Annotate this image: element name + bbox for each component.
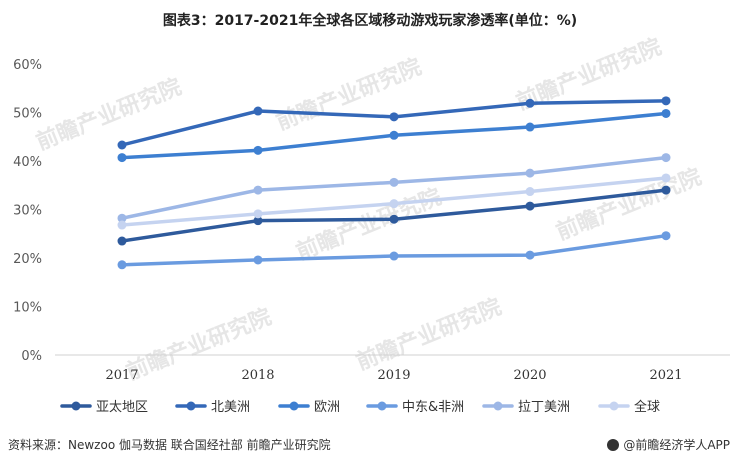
- data-point: [661, 153, 671, 163]
- data-point: [117, 220, 127, 230]
- data-point: [525, 168, 535, 178]
- brand-text: @前瞻经济学人APP: [623, 438, 730, 452]
- y-tick-label: 20%: [13, 252, 42, 267]
- legend-dot-marker: [609, 401, 619, 411]
- brand-logo-icon: [607, 438, 620, 451]
- legend-item: 亚太地区: [60, 400, 148, 415]
- legend-label: 北美洲: [211, 400, 250, 415]
- legend: 亚太地区 北美洲 欧洲 中东&非洲 拉丁美洲 全球: [60, 399, 660, 415]
- watermark-text: 前瞻产业研究院: [553, 164, 706, 246]
- legend-dot-marker: [186, 401, 196, 411]
- data-point: [117, 260, 127, 270]
- data-point: [389, 177, 399, 187]
- data-point: [389, 214, 399, 224]
- series-group: [117, 185, 671, 246]
- data-point: [661, 96, 671, 106]
- legend-dot-marker: [493, 401, 503, 411]
- data-point: [117, 153, 127, 163]
- y-tick-label: 40%: [13, 155, 42, 170]
- data-point: [525, 122, 535, 132]
- data-point: [253, 209, 263, 219]
- legend-label: 全球: [634, 399, 660, 415]
- chart-title: 图表3：2017-2021年全球各区域移动游戏玩家渗透率(单位：%): [162, 13, 578, 29]
- data-point: [661, 231, 671, 241]
- y-tick-label: 30%: [13, 204, 42, 219]
- axes: 0% 10% 20% 30% 40% 50% 60% 2017 2018 2019 2020 2021: [13, 58, 730, 383]
- x-tick-label: 2017: [105, 368, 138, 383]
- legend-item: 全球: [598, 399, 660, 415]
- x-tick-label: 2018: [241, 368, 274, 383]
- legend-label: 拉丁美洲: [518, 400, 570, 415]
- watermark-text: 前瞻产业研究院: [33, 74, 186, 156]
- watermark-text: 前瞻产业研究院: [273, 54, 426, 136]
- footer: 资料来源：Newzoo 伽马数据 联合国经社部 前瞻产业研究院 @前瞻经济学人A…: [0, 436, 740, 464]
- data-point: [253, 106, 263, 116]
- data-point: [253, 255, 263, 265]
- series-group: [117, 231, 671, 270]
- x-tick-label: 2019: [377, 368, 410, 383]
- legend-label: 亚太地区: [96, 400, 148, 415]
- x-tick-label: 2020: [513, 368, 546, 383]
- watermark-text: 前瞻产业研究院: [293, 184, 446, 266]
- series-group: [117, 96, 671, 150]
- data-point: [661, 108, 671, 118]
- data-point: [661, 185, 671, 195]
- data-point: [525, 250, 535, 260]
- data-point: [389, 130, 399, 140]
- data-point: [661, 173, 671, 183]
- legend-item: 拉丁美洲: [482, 400, 570, 415]
- legend-dot-marker: [377, 401, 387, 411]
- series-group: [117, 173, 671, 230]
- brand: @前瞻经济学人APP: [607, 436, 730, 453]
- series-group: [117, 108, 671, 163]
- legend-label: 中东&非洲: [402, 400, 464, 415]
- data-point: [389, 112, 399, 122]
- data-point: [117, 213, 127, 223]
- data-point: [253, 216, 263, 226]
- data-point: [389, 251, 399, 261]
- data-point: [253, 185, 263, 195]
- series-group: [117, 153, 671, 223]
- data-point: [253, 145, 263, 155]
- x-tick-label: 2021: [649, 368, 682, 383]
- data-point: [525, 187, 535, 197]
- y-tick-label: 60%: [13, 58, 42, 73]
- y-tick-label: 10%: [13, 301, 42, 316]
- source-text: 资料来源：Newzoo 伽马数据 联合国经社部 前瞻产业研究院: [8, 438, 331, 452]
- legend-dot-marker: [71, 401, 81, 411]
- data-point: [389, 199, 399, 209]
- y-tick-label: 50%: [13, 107, 42, 122]
- legend-item: 北美洲: [175, 400, 250, 415]
- data-point: [525, 201, 535, 211]
- data-point: [117, 140, 127, 150]
- y-tick-label: 0%: [21, 349, 42, 364]
- legend-dot-marker: [289, 401, 299, 411]
- data-point: [117, 236, 127, 246]
- series-layer: [117, 96, 671, 270]
- data-point: [525, 98, 535, 108]
- legend-item: 欧洲: [278, 400, 340, 415]
- legend-item: 中东&非洲: [366, 400, 464, 415]
- watermark-text: 前瞻产业研究院: [353, 294, 506, 376]
- legend-label: 欧洲: [314, 400, 340, 415]
